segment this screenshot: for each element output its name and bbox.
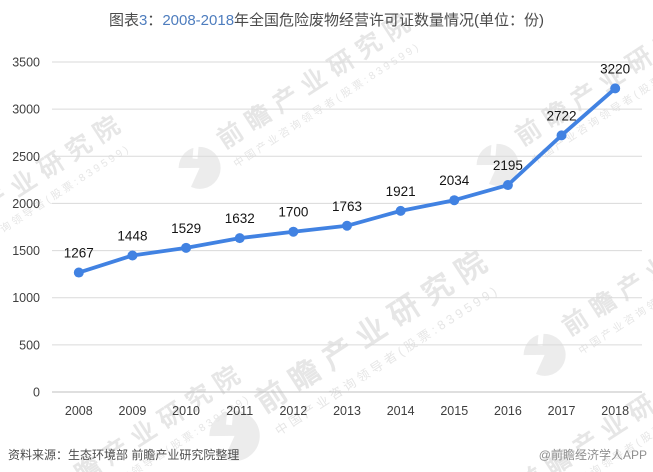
data-label-2015: 2034 (439, 173, 470, 188)
data-point-2010 (181, 242, 192, 253)
x-tick-label: 2018 (601, 404, 629, 418)
x-tick-label: 2017 (548, 404, 576, 418)
data-point-2014 (395, 205, 406, 216)
data-label-2014: 1921 (386, 184, 416, 199)
data-label-2008: 1267 (64, 246, 94, 261)
data-label-2016: 2195 (493, 158, 523, 173)
y-tick-label: 2000 (12, 197, 40, 211)
data-point-2017 (556, 130, 567, 141)
data-label-2013: 1763 (332, 199, 362, 214)
x-tick-label: 2016 (494, 404, 522, 418)
title-segment: 3 (138, 12, 148, 29)
x-tick-label: 2008 (65, 404, 93, 418)
data-label-2011: 1632 (225, 211, 255, 226)
y-tick-label: 1000 (12, 291, 40, 305)
y-tick-label: 3000 (12, 103, 40, 117)
y-tick-label: 3500 (12, 56, 40, 70)
data-label-2010: 1529 (171, 221, 201, 236)
data-label-2009: 1448 (117, 228, 147, 243)
x-tick-label: 2015 (440, 404, 468, 418)
data-point-2012 (288, 226, 299, 237)
data-point-2018 (610, 83, 621, 94)
data-point-2011 (234, 233, 245, 244)
data-point-2009 (127, 250, 138, 261)
x-tick-label: 2011 (226, 404, 253, 418)
data-point-2015 (449, 195, 460, 206)
data-label-2018: 3220 (600, 61, 630, 76)
y-tick-label: 1500 (12, 244, 40, 258)
y-tick-label: 2500 (12, 150, 40, 164)
data-point-2016 (502, 180, 513, 191)
x-tick-label: 2013 (333, 404, 361, 418)
data-label-2012: 1700 (278, 205, 308, 220)
source-note: 资料来源：生态环境部 前瞻产业研究院整理 (8, 448, 240, 462)
credit-note: @前瞻经济学人APP (538, 448, 647, 462)
title-segment: 2008-2018 (162, 12, 235, 29)
title-segment: 图表 (108, 12, 139, 29)
data-label-2017: 2722 (547, 108, 577, 123)
title-segment: ： (147, 12, 163, 29)
x-tick-label: 2009 (119, 404, 147, 418)
x-tick-label: 2010 (172, 404, 200, 418)
title-segment: 年全国危险废物经营许可证数量情况(单位：份) (234, 12, 545, 29)
y-tick-label: 0 (33, 386, 40, 400)
series-line (76, 86, 618, 275)
x-tick-label: 2014 (387, 404, 415, 418)
data-point-2013 (342, 220, 352, 231)
y-tick-label: 500 (19, 338, 40, 352)
chart-title: 图表3：2008-2018年全国危险废物经营许可证数量情况(单位：份) (0, 11, 653, 31)
x-tick-label: 2012 (279, 404, 307, 418)
data-point-2008 (73, 267, 84, 278)
